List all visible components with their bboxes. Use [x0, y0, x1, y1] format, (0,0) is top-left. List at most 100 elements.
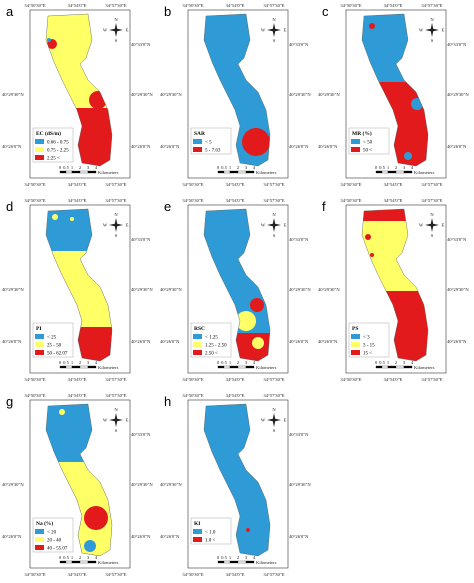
scale-segment	[229, 365, 239, 369]
panel-letter: c	[322, 4, 329, 19]
scale-label: 0.5	[379, 360, 385, 365]
legend-swatch	[351, 342, 360, 347]
lon-label: 34°57'30"E	[105, 393, 126, 398]
scale-label: 0	[217, 555, 220, 560]
lon-label: 34°54'0"E	[226, 572, 245, 577]
lon-label: 34°50'30"E	[24, 377, 45, 382]
scale-label: 0.5	[379, 165, 385, 170]
lon-label: 34°50'30"E	[24, 182, 45, 187]
compass-letter: N	[272, 17, 276, 22]
panel-letter: b	[164, 4, 171, 19]
lat-label: 40°26'0"N	[160, 339, 180, 344]
legend-label: 5 - 7.63	[205, 149, 221, 154]
map-frame	[345, 9, 447, 179]
lon-label: 34°57'30"E	[263, 198, 284, 203]
scale-segment	[245, 170, 255, 174]
scale-segment	[381, 170, 389, 174]
scale-segment	[223, 170, 231, 174]
lat-label: 40°29'30"N	[131, 482, 153, 487]
lat-label: 40°26'0"N	[131, 339, 151, 344]
zone	[89, 91, 107, 109]
scale-label: 0	[59, 360, 62, 365]
island-outline	[361, 208, 429, 362]
scale-segment	[395, 170, 405, 174]
scale-segment	[245, 560, 255, 564]
island	[204, 14, 270, 166]
compass	[109, 23, 123, 37]
scale-segment	[223, 560, 231, 564]
scale-segment	[87, 170, 97, 174]
scale-segment	[403, 170, 413, 174]
lat-label: 40°26'0"N	[318, 339, 338, 344]
scale-segment	[237, 560, 247, 564]
legend-swatch	[35, 155, 44, 160]
scale-segment	[79, 170, 89, 174]
scale-label: 4	[253, 165, 256, 170]
lat-label: 40°33'0"N	[131, 432, 151, 437]
lon-label: 34°57'30"E	[105, 182, 126, 187]
scale-label: 0	[375, 360, 378, 365]
scale-segment	[381, 365, 389, 369]
map-frame	[345, 204, 447, 374]
lat-label: 40°26'0"N	[2, 534, 22, 539]
scale-unit: Kilometers	[256, 560, 277, 565]
lat-label: 40°33'0"N	[289, 237, 309, 242]
scale-label: 0	[59, 555, 62, 560]
map-frame	[187, 399, 289, 569]
scale-segment	[387, 365, 397, 369]
scale-label: 2	[79, 555, 82, 560]
scale-label: 1	[71, 360, 74, 365]
lat-label: 40°29'30"N	[160, 482, 182, 487]
compass-letter: W	[261, 28, 266, 33]
lon-label: 34°57'30"E	[421, 198, 442, 203]
legend-swatch	[193, 350, 202, 355]
legend-label: 20 - 40	[47, 539, 62, 544]
compass-letter: S	[115, 428, 118, 433]
legend-swatch	[35, 529, 44, 534]
lon-label: 34°54'0"E	[68, 182, 87, 187]
map-frame	[187, 9, 289, 179]
legend-title: MR (%)	[352, 130, 372, 137]
lon-label: 34°57'30"E	[263, 182, 284, 187]
lat-label: 40°26'0"N	[131, 534, 151, 539]
legend-label: 15 <	[363, 352, 372, 357]
compass-letter: N	[430, 212, 434, 217]
lon-label: 34°50'30"E	[340, 377, 361, 382]
lon-label: 34°50'30"E	[182, 393, 203, 398]
lon-label: 34°50'30"E	[182, 572, 203, 577]
compass-letter: N	[272, 407, 276, 412]
lon-label: 34°54'0"E	[384, 377, 403, 382]
legend-label: 2.50 <	[205, 352, 218, 357]
scale-unit: Kilometers	[98, 560, 119, 565]
lat-label: 40°29'30"N	[160, 92, 182, 97]
legend-swatch	[351, 147, 360, 152]
map-panel: h 34°50'30"E 34°50'30"E 34°54'0"E 34°54'0"E 3…	[160, 393, 311, 577]
map-panel: a 34°50'30"E 34°50'30"E 34°54'0"E 34°54'0"E 3…	[2, 3, 153, 187]
island	[204, 404, 270, 556]
lat-label: 40°26'0"N	[447, 339, 467, 344]
lon-label: 34°50'30"E	[182, 182, 203, 187]
compass-letter: S	[431, 38, 434, 43]
zone	[236, 311, 256, 331]
scale-segment	[387, 170, 397, 174]
legend-swatch	[351, 334, 360, 339]
lat-label: 40°29'30"N	[2, 92, 24, 97]
scale-segment	[223, 365, 231, 369]
scale-label: 0.5	[221, 360, 227, 365]
lon-label: 34°50'30"E	[340, 182, 361, 187]
zone	[362, 82, 428, 166]
scale-segment	[217, 560, 225, 564]
scale-label: 4	[253, 360, 256, 365]
lon-label: 34°57'30"E	[105, 198, 126, 203]
scale-label: 2	[237, 360, 240, 365]
scale-label: 0	[59, 165, 62, 170]
zone	[47, 38, 51, 42]
scale-segment	[71, 365, 81, 369]
lon-label: 34°50'30"E	[182, 3, 203, 8]
map-panel: e 34°50'30"E 34°50'30"E 34°54'0"E 34°54'0"E 3…	[160, 198, 311, 382]
lon-label: 34°57'30"E	[105, 572, 126, 577]
scale-segment	[229, 170, 239, 174]
legend-label: < 1.0	[205, 531, 216, 536]
lon-label: 34°54'0"E	[226, 3, 245, 8]
scale-segment	[87, 560, 97, 564]
